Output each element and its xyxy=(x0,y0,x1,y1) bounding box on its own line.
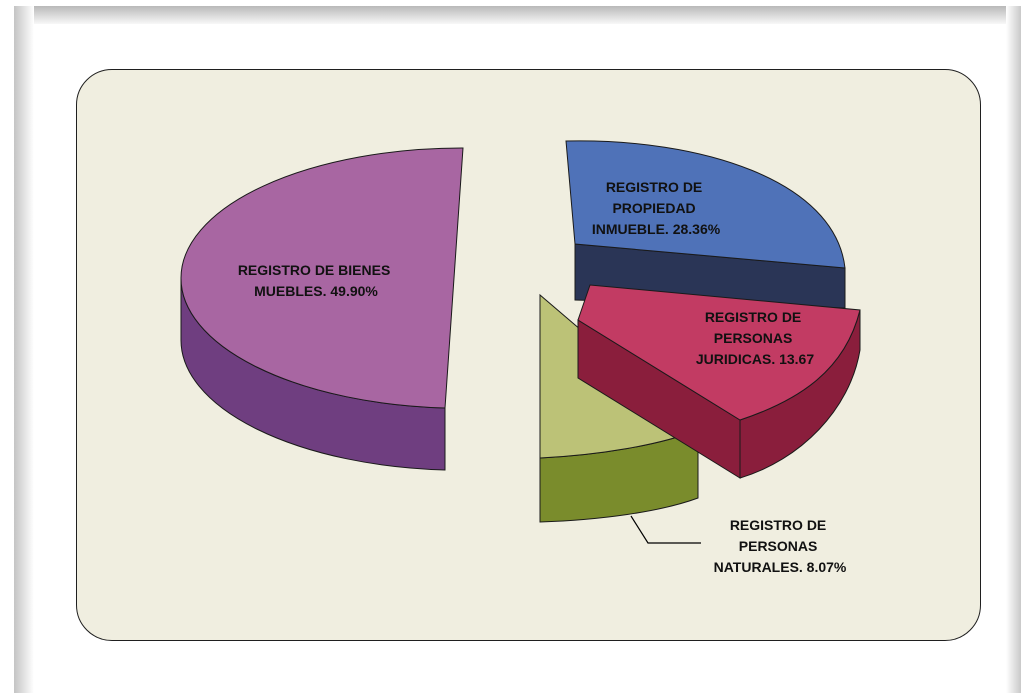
label-line: PROPIEDAD xyxy=(612,200,695,216)
slice-top xyxy=(180,147,464,409)
slice-label-bienes-muebles: REGISTRO DE BIENES MUEBLES. 49.90% xyxy=(238,262,394,299)
slice-label-personas-juridicas: REGISTRO DE PERSONAS JURIDICAS. 13.67 xyxy=(696,309,814,367)
leader-line xyxy=(630,515,701,544)
slice-top xyxy=(565,140,846,269)
label-line: PERSONAS xyxy=(714,330,793,346)
label-line: JURIDICAS. 13.67 xyxy=(696,351,814,367)
slice-label-propiedad-inmueble: REGISTRO DE PROPIEDAD INMUEBLE. 28.36% xyxy=(592,179,721,237)
frame-shadow xyxy=(14,6,1021,26)
label-line: REGISTRO DE xyxy=(730,517,826,533)
label-line: NATURALES. 8.07% xyxy=(714,559,847,575)
frame-shadow xyxy=(1006,6,1021,693)
label-line: REGISTRO DE xyxy=(606,179,702,195)
label-line: MUEBLES. 49.90% xyxy=(254,283,378,299)
label-line: PERSONAS xyxy=(739,538,818,554)
pie-slice-personas-juridicas: REGISTRO DE PERSONAS JURIDICAS. 13.67 xyxy=(577,284,861,479)
pie-slice-bienes-muebles: REGISTRO DE BIENES MUEBLES. 49.90% xyxy=(180,147,464,471)
label-line: REGISTRO DE xyxy=(705,309,801,325)
label-line: INMUEBLE. 28.36% xyxy=(592,221,721,237)
label-line: REGISTRO DE BIENES xyxy=(238,262,390,278)
slice-label-personas-naturales: REGISTRO DE PERSONAS NATURALES. 8.07% xyxy=(714,517,847,575)
pie-slice-propiedad-inmueble: REGISTRO DE PROPIEDAD INMUEBLE. 28.36% xyxy=(565,140,846,309)
frame-shadow xyxy=(14,6,34,693)
slice-top xyxy=(577,284,861,421)
